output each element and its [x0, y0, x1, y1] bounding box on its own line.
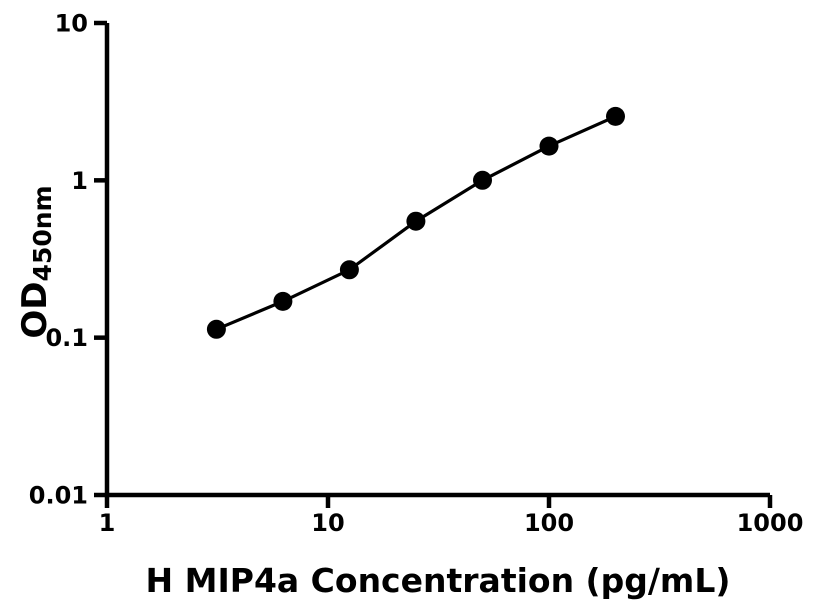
y-axis-label-main: OD	[15, 281, 55, 338]
data-point-marker	[473, 170, 492, 190]
data-point-marker	[606, 106, 625, 126]
x-axis-label: H MIP4a Concentration (pg/mL)	[146, 561, 731, 600]
y-axis-label: OD450nm	[15, 185, 57, 338]
y-tick-label: 10	[55, 10, 88, 38]
data-point-marker	[206, 319, 226, 339]
x-tick-label: 1000	[737, 509, 804, 537]
data-point-marker	[406, 211, 426, 231]
data-point-marker	[539, 136, 559, 156]
x-tick-label: 100	[524, 509, 574, 537]
axes	[104, 23, 770, 498]
x-tick-label: 10	[311, 509, 344, 537]
data-point-marker	[339, 260, 359, 280]
y-axis-label-subscript: 450nm	[28, 185, 57, 281]
y-tick-label: 0.1	[45, 324, 88, 352]
axis-spines	[104, 23, 770, 498]
x-tick-label: 1	[99, 509, 116, 537]
data-point-marker	[273, 291, 293, 311]
y-tick-label: 1	[71, 167, 88, 195]
tick-marks-and-labels: 0.01 0.1 1 10 1 10 100 1000	[29, 10, 804, 538]
y-tick-label: 0.01	[29, 482, 88, 510]
data-series	[206, 106, 625, 339]
